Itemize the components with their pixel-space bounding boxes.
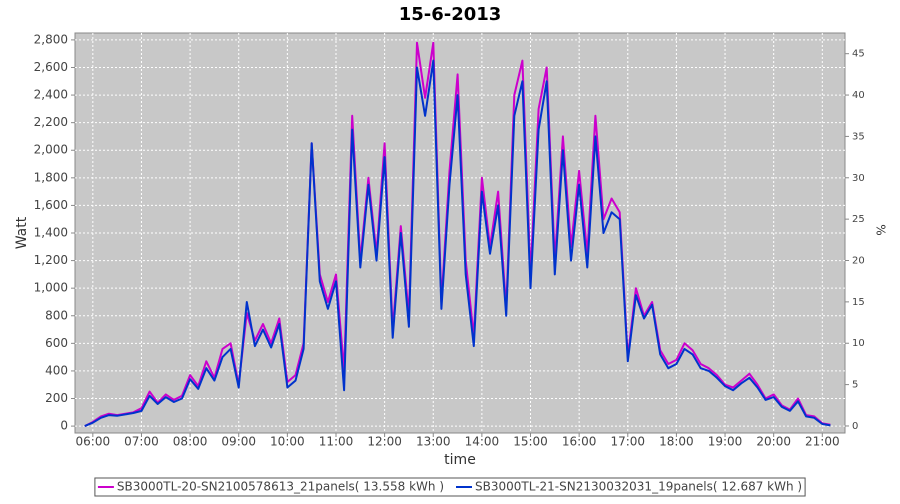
x-tick-label: 15:00 [513,435,548,449]
y-tick-label: 2,800 [34,32,68,46]
y-tick-label: 800 [45,308,68,322]
x-tick-label: 08:00 [173,435,208,449]
y-tick-label: 1,400 [34,226,68,240]
x-tick-label: 06:00 [76,435,111,449]
x-tick-label: 11:00 [319,435,354,449]
y2-tick-label: 20 [852,256,865,267]
y-tick-label: 2,000 [34,143,68,157]
y-tick-label: 400 [45,363,68,377]
y-tick-label: 2,400 [34,88,68,102]
y2-tick-label: 25 [852,214,865,225]
y-tick-label: 0 [60,419,68,433]
legend-label: SB3000TL-21-SN2130032031_19panels( 12.68… [475,480,802,494]
y-tick-label: 200 [45,391,68,405]
series-line [84,59,831,428]
x-tick-label: 18:00 [659,435,694,449]
y2-tick-label: 40 [852,90,865,101]
y2-tick-label: 10 [852,338,865,349]
x-tick-label: 07:00 [124,435,159,449]
y2-tick-label: 15 [852,297,865,308]
y2-tick-label: 0 [852,421,858,432]
x-tick-label: 19:00 [708,435,743,449]
y-tick-label: 1,800 [34,170,68,184]
x-tick-label: 12:00 [367,435,402,449]
y2-tick-label: 35 [852,131,865,142]
x-tick-label: 21:00 [805,435,840,449]
y-tick-label: 600 [45,336,68,350]
legend-label: SB3000TL-20-SN2100578613_21panels( 13.55… [117,480,444,494]
y-tick-label: 2,600 [34,60,68,74]
series-line [84,41,831,427]
legend: SB3000TL-20-SN2100578613_21panels( 13.55… [94,477,806,497]
y2-axis-label: % [874,224,888,235]
y-tick-label: 1,200 [34,253,68,267]
x-tick-label: 14:00 [465,435,500,449]
y-tick-label: 1,600 [34,198,68,212]
x-tick-label: 20:00 [756,435,791,449]
x-tick-label: 16:00 [562,435,597,449]
x-tick-label: 13:00 [416,435,451,449]
y2-tick-label: 5 [852,380,858,391]
y2-tick-label: 45 [852,49,865,60]
legend-box [94,477,806,497]
x-tick-label: 17:00 [610,435,645,449]
x-axis-label: time [444,452,476,468]
x-tick-label: 10:00 [270,435,305,449]
y-tick-label: 1,000 [34,281,68,295]
chart-title: 15-6-2013 [399,4,502,25]
y2-tick-label: 30 [852,173,865,184]
x-tick-label: 09:00 [221,435,256,449]
y-tick-label: 2,200 [34,115,68,129]
y-axis-label: Watt [14,216,30,249]
